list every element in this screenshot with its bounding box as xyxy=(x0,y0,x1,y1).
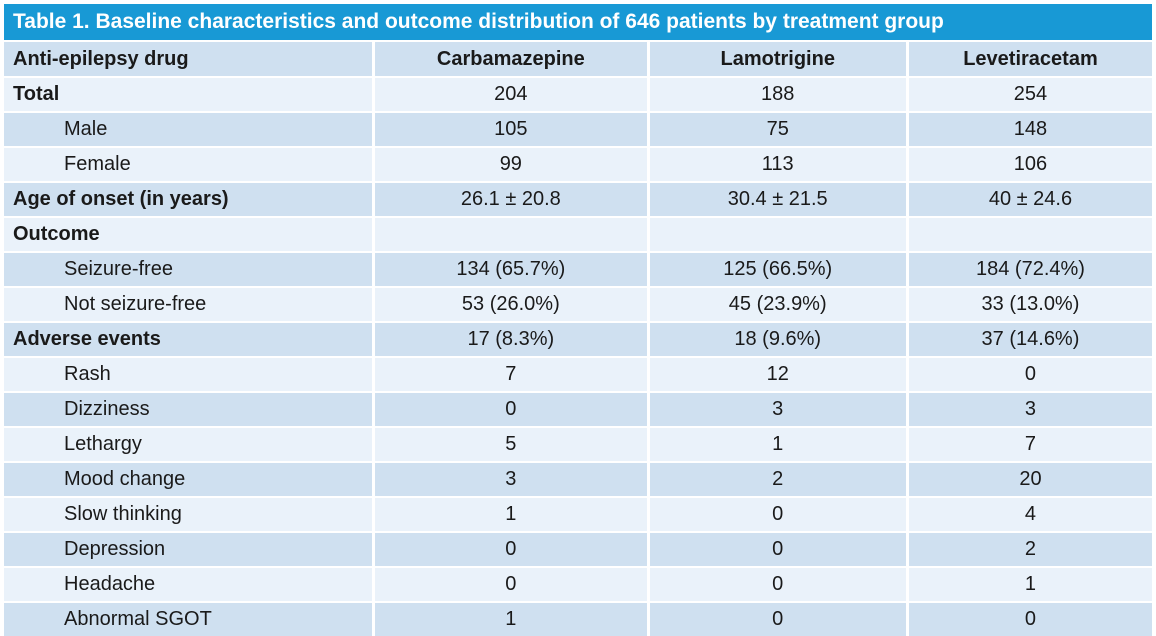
cell-value: 75 xyxy=(648,112,909,148)
column-header-levetiracetam: Levetiracetam xyxy=(907,42,1152,78)
cell-value: 1 xyxy=(648,427,909,463)
table-row-abnormal-sgot: Abnormal SGOT 1 0 0 xyxy=(4,602,1152,636)
cell-value: 0 xyxy=(907,357,1152,393)
row-label: Not seizure-free xyxy=(4,287,376,323)
cell-value: 45 (23.9%) xyxy=(648,287,909,323)
cell-value: 1 xyxy=(373,602,650,636)
cell-value: 0 xyxy=(907,602,1152,636)
table-row-slow-thinking: Slow thinking 1 0 4 xyxy=(4,497,1152,533)
cell-value: 5 xyxy=(373,427,650,463)
row-label: Rash xyxy=(4,357,376,393)
table-row-dizziness: Dizziness 0 3 3 xyxy=(4,392,1152,428)
cell-value: 134 (65.7%) xyxy=(373,252,650,288)
cell-value: 2 xyxy=(648,462,909,498)
cell-value: 106 xyxy=(907,147,1152,183)
cell-value: 0 xyxy=(373,532,650,568)
cell-value: 20 xyxy=(907,462,1152,498)
table-row-outcome: Outcome xyxy=(4,217,1152,253)
table-row-total: Total 204 188 254 xyxy=(4,77,1152,113)
cell-value: 99 xyxy=(373,147,650,183)
cell-value: 125 (66.5%) xyxy=(648,252,909,288)
cell-value: 53 (26.0%) xyxy=(373,287,650,323)
row-label: Abnormal SGOT xyxy=(4,602,376,636)
table-row-rash: Rash 7 12 0 xyxy=(4,357,1152,393)
cell-value: 7 xyxy=(373,357,650,393)
table-row-depression: Depression 0 0 2 xyxy=(4,532,1152,568)
cell-value: 7 xyxy=(907,427,1152,463)
cell-value: 40 ± 24.6 xyxy=(907,182,1152,218)
cell-value: 0 xyxy=(648,567,909,603)
cell-value: 30.4 ± 21.5 xyxy=(648,182,909,218)
row-label: Headache xyxy=(4,567,376,603)
cell-value: 113 xyxy=(648,147,909,183)
row-label: Age of onset (in years) xyxy=(4,182,376,218)
cell-value: 188 xyxy=(648,77,909,113)
header-row: Anti-epilepsy drug Carbamazepine Lamotri… xyxy=(4,42,1152,78)
row-label: Adverse events xyxy=(4,322,376,358)
table-row-female: Female 99 113 106 xyxy=(4,147,1152,183)
cell-value: 184 (72.4%) xyxy=(907,252,1152,288)
row-label: Female xyxy=(4,147,376,183)
cell-value: 12 xyxy=(648,357,909,393)
cell-value: 105 xyxy=(373,112,650,148)
cell-value: 1 xyxy=(373,497,650,533)
cell-value: 1 xyxy=(907,567,1152,603)
baseline-characteristics-table: Anti-epilepsy drug Carbamazepine Lamotri… xyxy=(4,42,1152,636)
cell-value: 204 xyxy=(373,77,650,113)
table-row-lethargy: Lethargy 5 1 7 xyxy=(4,427,1152,463)
column-header-lamotrigine: Lamotrigine xyxy=(648,42,909,78)
cell-value: 33 (13.0%) xyxy=(907,287,1152,323)
table-row-adverse-events: Adverse events 17 (8.3%) 18 (9.6%) 37 (1… xyxy=(4,322,1152,358)
cell-value: 2 xyxy=(907,532,1152,568)
cell-value: 17 (8.3%) xyxy=(373,322,650,358)
table-row-male: Male 105 75 148 xyxy=(4,112,1152,148)
cell-value: 0 xyxy=(648,497,909,533)
row-label: Seizure-free xyxy=(4,252,376,288)
cell-value: 26.1 ± 20.8 xyxy=(373,182,650,218)
table-row-mood-change: Mood change 3 2 20 xyxy=(4,462,1152,498)
cell-value: 3 xyxy=(373,462,650,498)
cell-value xyxy=(648,217,909,253)
column-header-drug-label: Anti-epilepsy drug xyxy=(4,42,376,78)
column-header-carbamazepine: Carbamazepine xyxy=(373,42,650,78)
row-label: Depression xyxy=(4,532,376,568)
table-row-headache: Headache 0 0 1 xyxy=(4,567,1152,603)
row-label: Outcome xyxy=(4,217,376,253)
row-label: Total xyxy=(4,77,376,113)
cell-value: 3 xyxy=(648,392,909,428)
cell-value xyxy=(373,217,650,253)
table-row-not-seizure-free: Not seizure-free 53 (26.0%) 45 (23.9%) 3… xyxy=(4,287,1152,323)
table-row-age-of-onset: Age of onset (in years) 26.1 ± 20.8 30.4… xyxy=(4,182,1152,218)
cell-value: 3 xyxy=(907,392,1152,428)
table-row-seizure-free: Seizure-free 134 (65.7%) 125 (66.5%) 184… xyxy=(4,252,1152,288)
row-label: Lethargy xyxy=(4,427,376,463)
row-label: Male xyxy=(4,112,376,148)
row-label: Dizziness xyxy=(4,392,376,428)
row-label: Slow thinking xyxy=(4,497,376,533)
row-label: Mood change xyxy=(4,462,376,498)
cell-value: 18 (9.6%) xyxy=(648,322,909,358)
cell-value: 0 xyxy=(648,532,909,568)
cell-value: 148 xyxy=(907,112,1152,148)
cell-value: 0 xyxy=(373,392,650,428)
cell-value: 37 (14.6%) xyxy=(907,322,1152,358)
cell-value: 254 xyxy=(907,77,1152,113)
table-title: Table 1. Baseline characteristics and ou… xyxy=(4,4,1152,40)
cell-value: 4 xyxy=(907,497,1152,533)
cell-value xyxy=(907,217,1152,253)
cell-value: 0 xyxy=(648,602,909,636)
cell-value: 0 xyxy=(373,567,650,603)
